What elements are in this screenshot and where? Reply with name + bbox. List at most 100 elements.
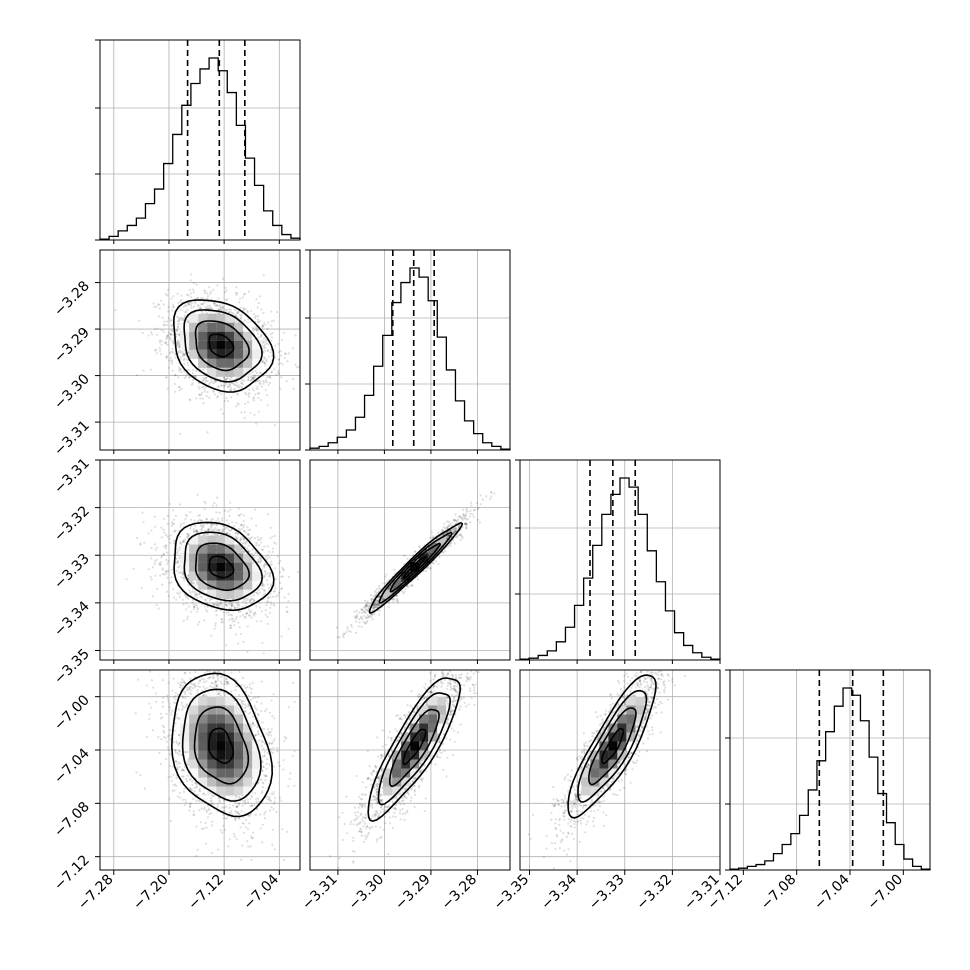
scatter-point	[292, 387, 295, 390]
scatter-point	[263, 356, 266, 359]
scatter-point	[273, 590, 276, 593]
scatter-point	[257, 336, 260, 339]
panel-frame	[519, 459, 721, 661]
scatter-point	[263, 337, 266, 340]
scatter-point	[156, 546, 159, 549]
scatter-point	[264, 378, 268, 381]
scatter-point	[243, 319, 246, 322]
scatter-point	[219, 408, 222, 411]
scatter-point	[190, 383, 193, 386]
scatter-point	[280, 575, 283, 578]
scatter-point	[260, 610, 263, 613]
scatter-point	[138, 319, 141, 322]
scatter-point	[350, 623, 353, 626]
scatter-point	[243, 416, 246, 420]
scatter-point	[263, 349, 266, 352]
scatter-point	[234, 309, 237, 312]
scatter-point	[191, 382, 194, 385]
scatter-point	[263, 345, 266, 348]
scatter-point	[224, 644, 228, 647]
scatter-point	[272, 319, 275, 322]
scatter-point	[270, 310, 273, 313]
scatter-point	[151, 595, 154, 598]
scatter-point	[225, 604, 229, 607]
scatter-point	[260, 385, 264, 388]
scatter-point	[266, 394, 269, 397]
scatter-point	[177, 549, 180, 552]
scatter-point	[204, 306, 207, 309]
scatter-point	[198, 307, 201, 310]
scatter-point	[256, 306, 259, 309]
scatter-point	[287, 575, 291, 579]
scatter-point	[215, 614, 218, 617]
scatter-point	[184, 310, 187, 313]
scatter-point	[230, 604, 233, 607]
scatter-point	[179, 591, 182, 594]
scatter-point	[261, 341, 264, 344]
scatter-point	[171, 348, 174, 351]
scatter-point	[185, 536, 189, 539]
scatter-point	[264, 323, 267, 326]
scatter-point	[227, 614, 230, 617]
scatter-point	[184, 517, 187, 521]
scatter-point	[266, 554, 269, 557]
scatter-point	[190, 302, 193, 305]
scatter-point	[237, 311, 240, 314]
scatter-point	[435, 560, 438, 563]
scatter-point	[220, 384, 223, 387]
scatter-point	[239, 297, 242, 300]
scatter-point	[287, 352, 290, 355]
density-cell	[216, 544, 226, 554]
scatter-point	[209, 381, 212, 384]
scatter-point	[174, 374, 177, 377]
scatter-point	[147, 532, 150, 535]
scatter-point	[221, 412, 225, 415]
scatter-point	[258, 371, 261, 374]
scatter-point	[468, 515, 472, 518]
scatter-point	[227, 528, 230, 532]
scatter-point	[167, 310, 170, 313]
scatter-point	[240, 314, 243, 317]
scatter-point	[205, 518, 208, 521]
scatter-point	[178, 385, 181, 389]
scatter-point	[159, 561, 163, 564]
scatter-point	[187, 597, 190, 600]
scatter-point	[139, 542, 142, 545]
scatter-point	[155, 305, 158, 308]
scatter-point	[161, 316, 164, 319]
scatter-point	[262, 380, 265, 383]
scatter-point	[240, 411, 243, 414]
scatter-point	[209, 290, 212, 293]
scatter-point	[244, 540, 247, 543]
scatter-point	[177, 320, 180, 323]
scatter-point	[211, 517, 214, 521]
scatter-point	[200, 310, 203, 313]
density-cell	[234, 589, 244, 599]
scatter-point	[247, 290, 251, 293]
scatter-point	[178, 333, 181, 336]
scatter-point	[253, 313, 256, 316]
scatter-point	[268, 586, 271, 590]
scatter-point	[291, 347, 295, 350]
scatter-point	[275, 578, 278, 581]
density-cell	[207, 340, 217, 350]
scatter-point	[211, 504, 214, 507]
scatter-point	[189, 510, 192, 514]
scatter-point	[210, 307, 213, 310]
scatter-point	[201, 368, 205, 371]
scatter-point	[454, 513, 457, 516]
scatter-point	[268, 375, 271, 378]
scatter-point	[190, 518, 193, 521]
scatter-point	[179, 523, 183, 526]
scatter-point	[169, 541, 172, 544]
scatter-point	[198, 393, 201, 396]
scatter-point	[240, 528, 243, 531]
scatter-point	[234, 617, 237, 620]
scatter-point	[141, 331, 144, 335]
scatter-point	[166, 590, 169, 593]
scatter-point	[267, 513, 270, 516]
scatter-point	[256, 318, 259, 321]
scatter-point	[222, 611, 225, 614]
scatter-point	[160, 536, 163, 539]
scatter-point	[231, 614, 234, 617]
